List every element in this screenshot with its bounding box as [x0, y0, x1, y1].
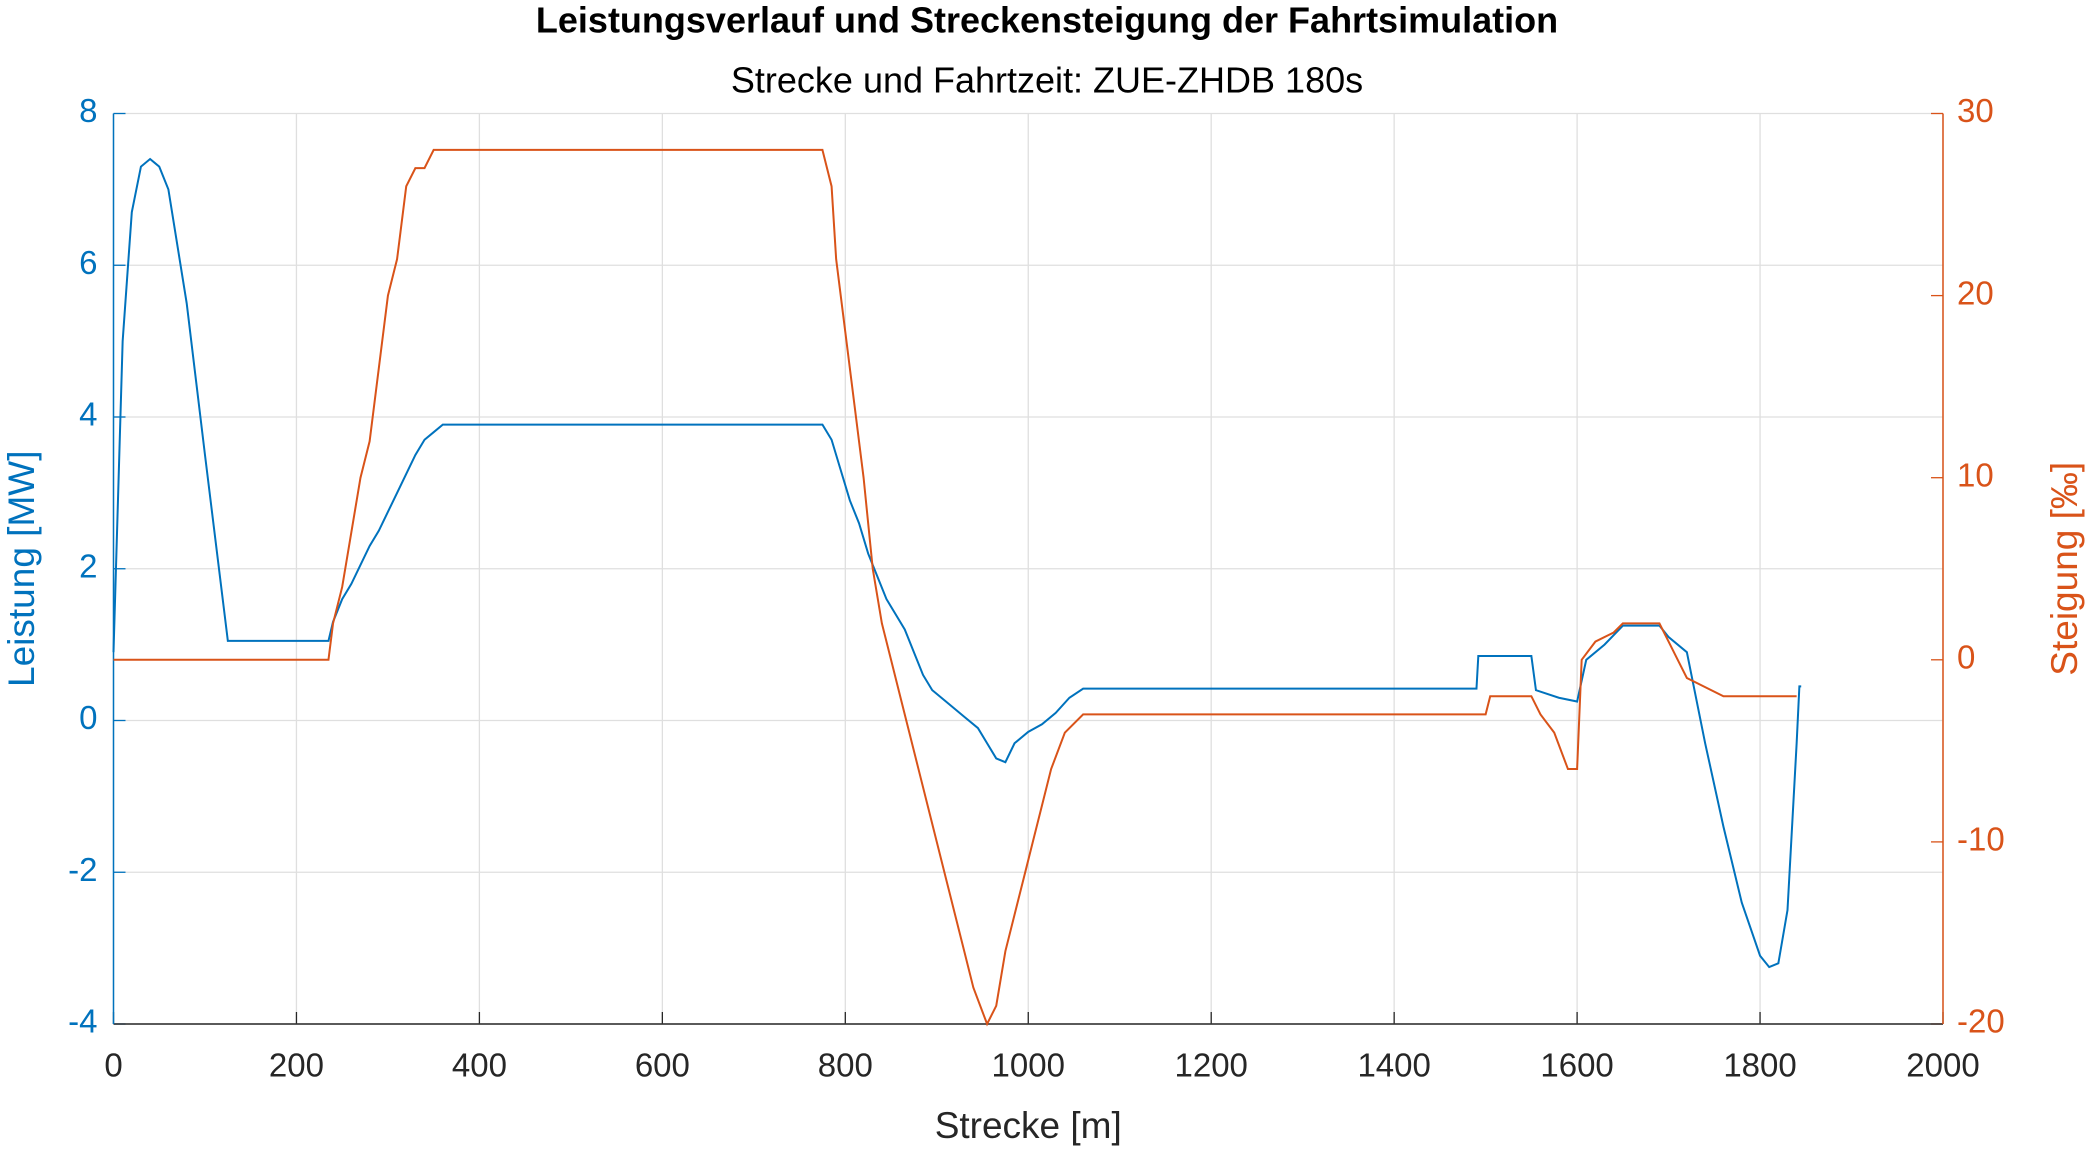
y-tick-label: 2 — [79, 547, 97, 584]
y2-tick-label: 30 — [1957, 92, 1994, 129]
x-tick-label: 600 — [635, 1047, 690, 1084]
x-axis-label: Strecke [m] — [935, 1105, 1122, 1146]
x-tick-label: 200 — [269, 1047, 324, 1084]
x-tick-label: 1800 — [1723, 1047, 1796, 1084]
y2-tick-label: 10 — [1957, 456, 1994, 493]
x-tick-label: 0 — [104, 1047, 122, 1084]
x-tick-label: 1200 — [1174, 1047, 1247, 1084]
y2-axis-label: Steigung [‰] — [2044, 462, 2085, 676]
y-tick-label: 8 — [79, 92, 97, 129]
y2-tick-label: 0 — [1957, 639, 1975, 676]
y-tick-label: -2 — [68, 851, 97, 888]
y-tick-label: -4 — [68, 1003, 97, 1040]
y-tick-label: 0 — [79, 699, 97, 736]
x-tick-label: 1000 — [992, 1047, 1065, 1084]
y-tick-label: 4 — [79, 396, 97, 433]
y-tick-label: 6 — [79, 244, 97, 281]
y-axis-label: Leistung [MW] — [1, 451, 42, 687]
chart-subtitle: Strecke und Fahrtzeit: ZUE-ZHDB 180s — [731, 60, 1363, 101]
data-line — [112, 157, 1802, 969]
chart-title: Leistungsverlauf und Streckensteigung de… — [536, 0, 1558, 41]
x-tick-label: 800 — [818, 1047, 873, 1084]
x-tick-label: 1600 — [1540, 1047, 1613, 1084]
y2-tick-label: 20 — [1957, 274, 1994, 311]
data-line — [113, 148, 1797, 1027]
x-tick-label: 2000 — [1906, 1047, 1979, 1084]
y2-tick-label: -10 — [1957, 821, 2005, 858]
x-tick-label: 1400 — [1357, 1047, 1430, 1084]
x-tick-label: 400 — [452, 1047, 507, 1084]
y2-tick-label: -20 — [1957, 1003, 2005, 1040]
